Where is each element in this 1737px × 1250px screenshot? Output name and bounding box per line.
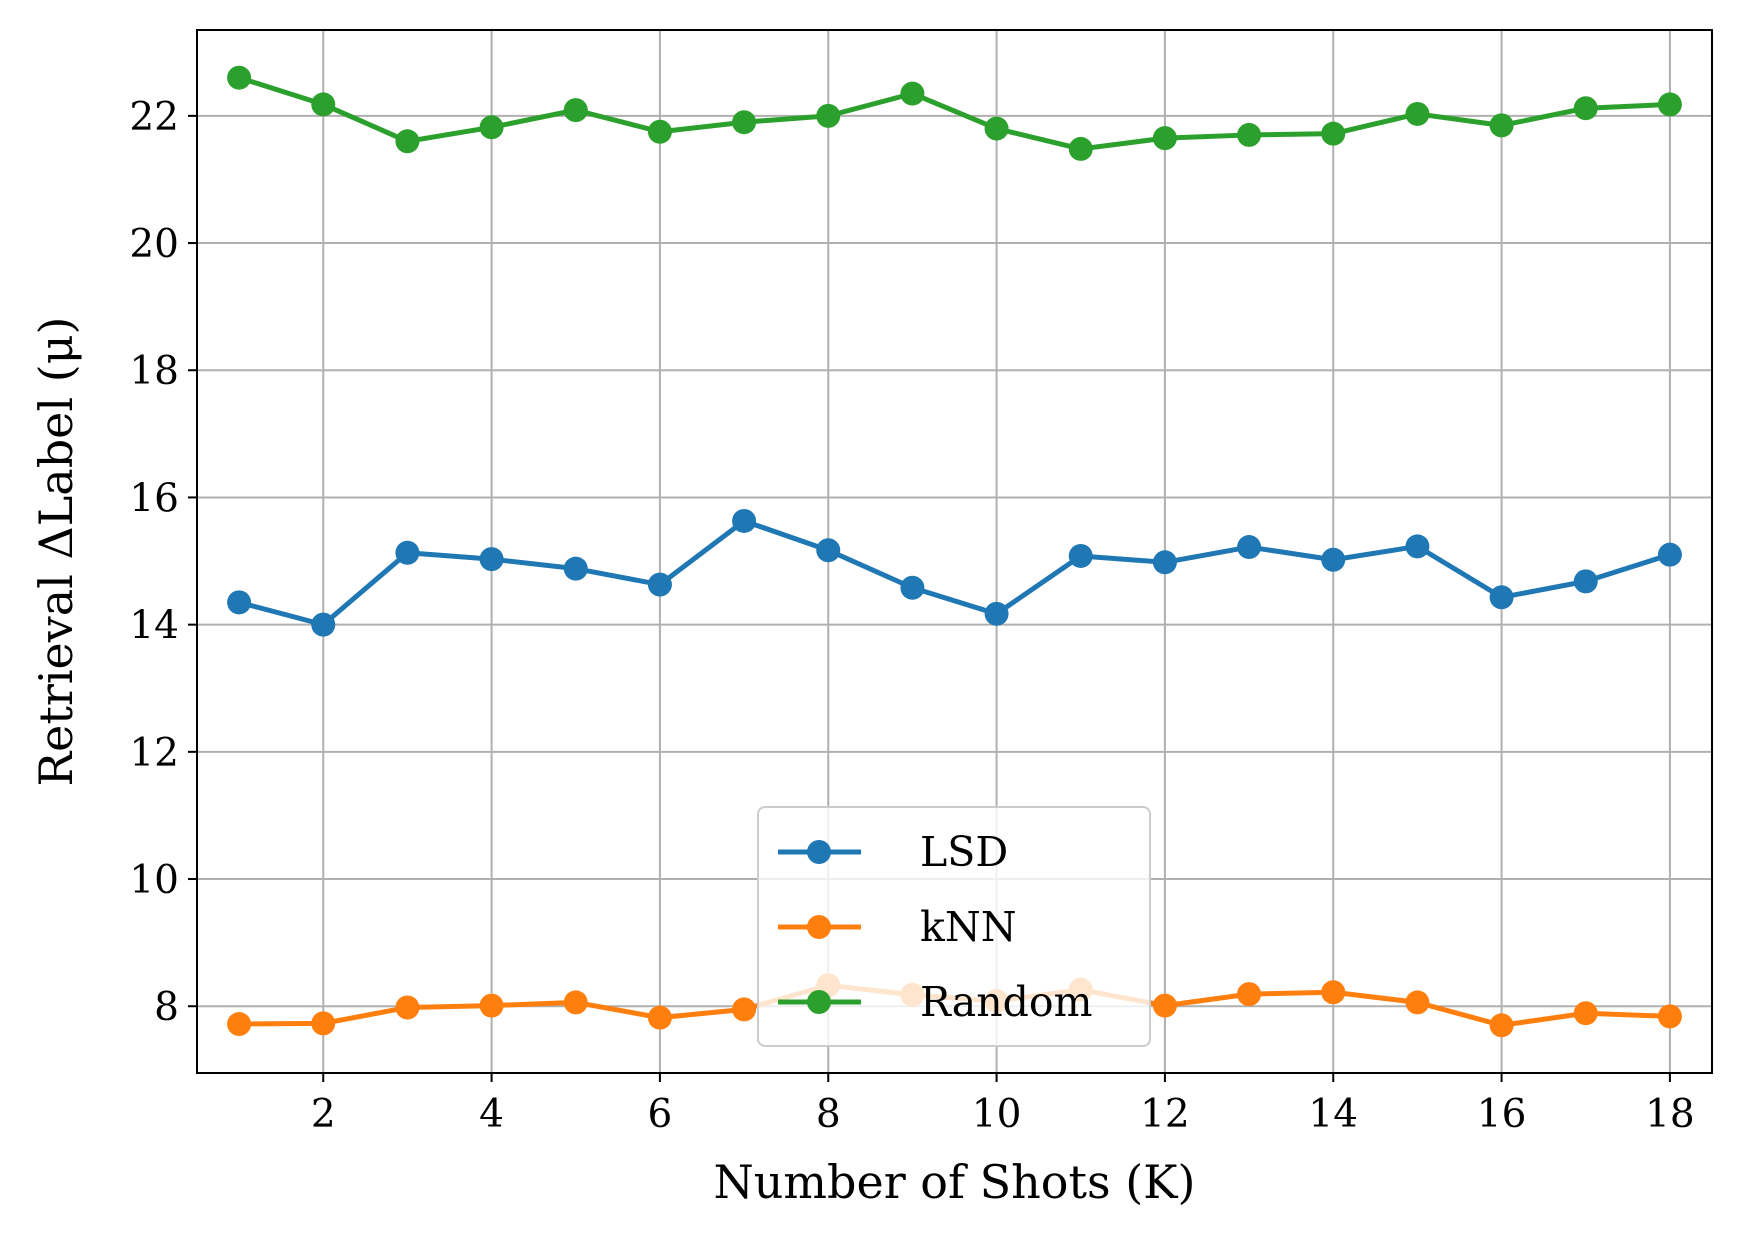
data-point-lsd: [1152, 550, 1177, 575]
x-tick-label: 8: [816, 1092, 841, 1137]
data-point-lsd: [1237, 535, 1262, 560]
data-point-lsd: [1321, 547, 1346, 572]
legend-marker-lsd: [807, 840, 831, 864]
legend-item-lsd: LSD: [778, 828, 1008, 876]
legend: LSD kNN Random: [757, 806, 1151, 1047]
data-point-lsd: [647, 572, 672, 597]
y-tick-label: 10: [129, 858, 179, 903]
x-tick-label: 10: [972, 1092, 1022, 1137]
series-lsd: [227, 508, 1682, 637]
data-point-knn: [1489, 1013, 1514, 1038]
data-point-knn: [732, 997, 757, 1022]
x-tick-label: 6: [648, 1092, 673, 1137]
x-tick-label: 18: [1645, 1092, 1695, 1137]
y-tick-label: 20: [129, 222, 179, 267]
data-point-random: [563, 98, 588, 123]
data-point-lsd: [816, 538, 841, 563]
data-point-random: [984, 116, 1009, 141]
y-axis-title: Retrieval ΔLabel (μ): [29, 317, 83, 787]
data-point-lsd: [1405, 534, 1430, 559]
data-point-lsd: [1657, 542, 1682, 567]
x-tick-label: 4: [479, 1092, 504, 1137]
data-point-random: [1573, 96, 1598, 121]
data-point-random: [647, 119, 672, 144]
data-point-knn: [395, 995, 420, 1020]
series-line-lsd: [236, 518, 1673, 628]
x-tick-label: 14: [1308, 1092, 1358, 1137]
data-point-lsd: [479, 547, 504, 572]
data-point-knn: [1405, 990, 1430, 1015]
data-point-knn: [1237, 982, 1262, 1007]
legend-marker-knn: [807, 915, 831, 939]
data-point-lsd: [900, 575, 925, 600]
data-point-random: [395, 129, 420, 154]
series-random: [227, 65, 1682, 161]
y-tick-label: 22: [129, 95, 179, 140]
data-point-lsd: [1489, 585, 1514, 610]
data-point-random: [1321, 121, 1346, 146]
y-tick-label: 8: [154, 985, 179, 1030]
data-point-lsd: [395, 540, 420, 565]
data-point-lsd: [563, 556, 588, 581]
x-tick-label: 12: [1140, 1092, 1190, 1137]
data-point-knn: [227, 1012, 252, 1037]
data-point-lsd: [1068, 543, 1093, 568]
data-point-random: [1489, 113, 1514, 138]
data-point-random: [1237, 122, 1262, 147]
data-point-random: [227, 65, 252, 90]
data-point-knn: [1573, 1001, 1598, 1026]
y-tick-label: 18: [129, 349, 179, 394]
legend-item-knn: kNN: [778, 903, 1017, 951]
data-point-lsd: [984, 601, 1009, 626]
data-point-knn: [563, 990, 588, 1015]
series-layer: [227, 65, 1682, 1038]
y-tick-label: 14: [129, 604, 179, 649]
data-point-random: [1068, 136, 1093, 161]
x-axis-title: Number of Shots (K): [714, 1155, 1196, 1209]
data-point-knn: [1321, 980, 1346, 1005]
ticks: 2 4 6 8 10 12 14 16 18 8 10 12 14 16 18 20 22: [129, 95, 1694, 1137]
data-point-random: [1405, 101, 1430, 126]
x-tick-label: 2: [311, 1092, 336, 1137]
data-point-random: [816, 103, 841, 128]
y-tick-label: 12: [129, 731, 179, 776]
data-point-random: [732, 110, 757, 135]
data-point-lsd: [732, 508, 757, 533]
data-point-random: [479, 115, 504, 140]
data-point-knn: [479, 993, 504, 1018]
data-point-knn: [311, 1011, 336, 1036]
legend-label-lsd: LSD: [920, 828, 1008, 876]
data-point-lsd: [311, 612, 336, 637]
x-tick-label: 16: [1477, 1092, 1527, 1137]
plot-frame: [196, 29, 1713, 1074]
data-point-knn: [1657, 1004, 1682, 1029]
legend-label-knn: kNN: [920, 903, 1017, 951]
y-tick-label: 16: [129, 476, 179, 521]
data-point-random: [900, 81, 925, 106]
data-point-random: [1657, 92, 1682, 117]
legend-label-random: Random: [920, 978, 1092, 1026]
legend-marker-random: [807, 990, 831, 1014]
data-point-knn: [647, 1005, 672, 1030]
data-point-random: [311, 92, 336, 117]
legend-box: [757, 806, 1151, 1047]
series-line-random: [236, 75, 1673, 152]
data-point-lsd: [227, 590, 252, 615]
data-point-random: [1152, 126, 1177, 151]
data-point-lsd: [1573, 569, 1598, 594]
legend-item-random: Random: [778, 978, 1092, 1026]
data-point-knn: [1152, 993, 1177, 1018]
